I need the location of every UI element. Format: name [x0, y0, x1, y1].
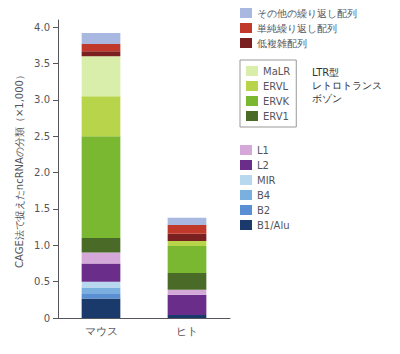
svg-text:ヒト: ヒト: [176, 325, 198, 338]
svg-text:0: 0: [44, 313, 50, 324]
svg-text:ERVL: ERVL: [263, 81, 289, 92]
svg-text:2.5: 2.5: [34, 131, 50, 142]
svg-text:CAGE法で捉えたncRNAの分類（×1,000）: CAGE法で捉えたncRNAの分類（×1,000）: [14, 70, 25, 268]
svg-text:ERVK: ERVK: [263, 96, 290, 107]
svg-text:B1/Alu: B1/Alu: [257, 220, 290, 231]
svg-text:レトロトランス: レトロトランス: [312, 80, 382, 91]
svg-text:単純繰り返し配列: 単純繰り返し配列: [257, 23, 337, 34]
svg-text:1.5: 1.5: [34, 203, 50, 214]
svg-text:L2: L2: [257, 160, 269, 171]
svg-text:L1: L1: [257, 145, 269, 156]
svg-text:3.0: 3.0: [34, 94, 50, 105]
svg-text:3.5: 3.5: [34, 58, 50, 69]
svg-text:MIR: MIR: [257, 175, 276, 186]
svg-text:4.0: 4.0: [34, 22, 50, 33]
svg-text:LTR型: LTR型: [312, 67, 339, 78]
svg-text:マウス: マウス: [85, 325, 118, 338]
svg-text:低複雑配列: 低複雑配列: [257, 38, 307, 49]
svg-text:ERV1: ERV1: [263, 111, 289, 122]
svg-text:2.0: 2.0: [34, 167, 50, 178]
svg-text:B4: B4: [257, 190, 270, 201]
svg-text:B2: B2: [257, 205, 270, 216]
svg-text:その他の繰り返し配列: その他の繰り返し配列: [257, 8, 357, 19]
svg-text:ボゾン: ボゾン: [312, 93, 342, 104]
svg-text:0.5: 0.5: [34, 276, 50, 287]
svg-text:MaLR: MaLR: [263, 66, 290, 77]
svg-text:1.0: 1.0: [34, 240, 50, 251]
